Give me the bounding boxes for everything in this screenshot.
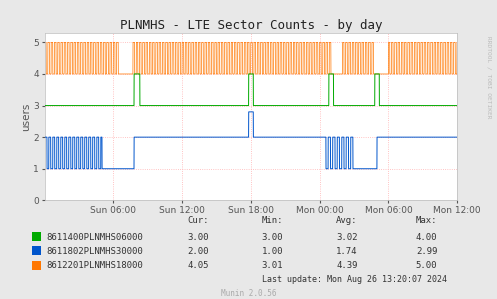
Text: 4.00: 4.00 [416, 233, 437, 242]
Text: 3.02: 3.02 [336, 233, 358, 242]
Text: RRDTOOL / TOBI OETIKER: RRDTOOL / TOBI OETIKER [486, 36, 491, 118]
Text: 2.99: 2.99 [416, 247, 437, 256]
Text: 8611802PLNMHS30000: 8611802PLNMHS30000 [46, 247, 143, 256]
Text: 8611400PLNMHS06000: 8611400PLNMHS06000 [46, 233, 143, 242]
Text: Cur:: Cur: [187, 216, 209, 225]
Text: 5.00: 5.00 [416, 261, 437, 270]
Text: Max:: Max: [416, 216, 437, 225]
Text: 1.00: 1.00 [262, 247, 283, 256]
Text: 1.74: 1.74 [336, 247, 358, 256]
Text: Min:: Min: [262, 216, 283, 225]
Y-axis label: users: users [21, 103, 31, 131]
Text: 4.39: 4.39 [336, 261, 358, 270]
Text: 8612201PLNMHS18000: 8612201PLNMHS18000 [46, 261, 143, 270]
Title: PLNMHS - LTE Sector Counts - by day: PLNMHS - LTE Sector Counts - by day [120, 19, 382, 32]
Text: 3.00: 3.00 [187, 233, 209, 242]
Text: 2.00: 2.00 [187, 247, 209, 256]
Text: Avg:: Avg: [336, 216, 358, 225]
Text: 3.00: 3.00 [262, 233, 283, 242]
Text: Munin 2.0.56: Munin 2.0.56 [221, 289, 276, 298]
Text: 3.01: 3.01 [262, 261, 283, 270]
Text: 4.05: 4.05 [187, 261, 209, 270]
Text: Last update: Mon Aug 26 13:20:07 2024: Last update: Mon Aug 26 13:20:07 2024 [262, 275, 447, 284]
